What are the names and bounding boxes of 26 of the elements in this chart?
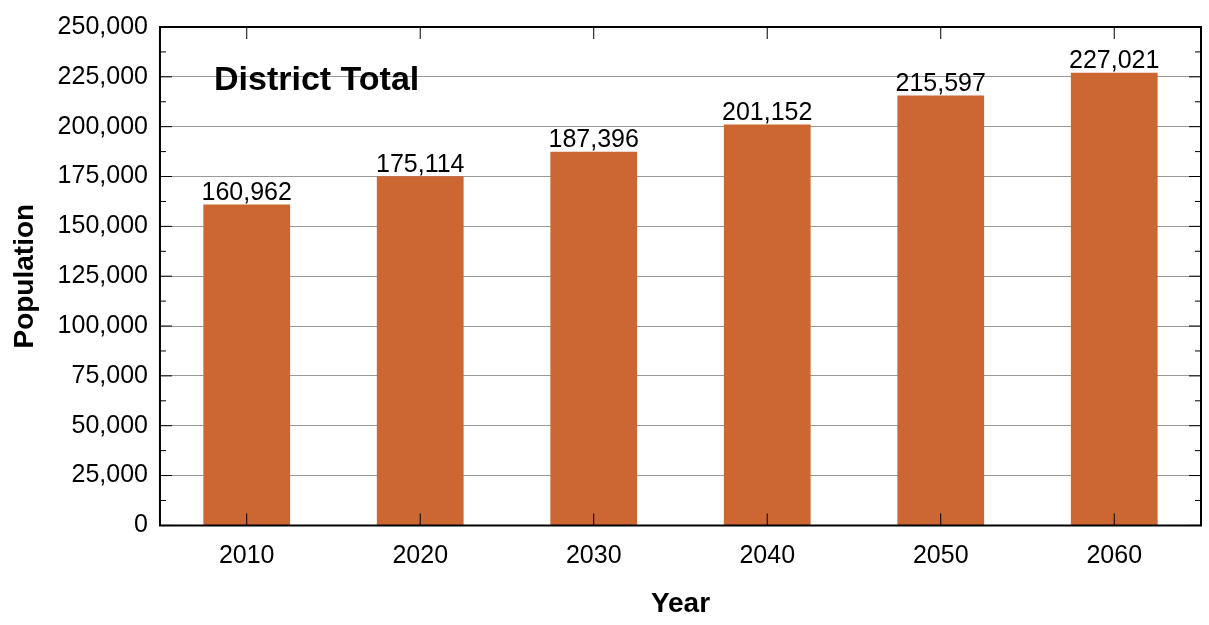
y-tick-label: 150,000: [57, 210, 148, 239]
x-tick-label: 2030: [565, 540, 622, 569]
y-tick-label: 225,000: [57, 60, 148, 89]
y-tick-label: 200,000: [57, 110, 148, 139]
data-label: 187,396: [548, 124, 639, 153]
data-label: 227,021: [1069, 45, 1160, 74]
x-tick-label: 2050: [912, 540, 969, 569]
x-tick-label: 2010: [218, 540, 275, 569]
y-axis-title: Population: [7, 203, 39, 349]
data-label: 215,597: [895, 67, 986, 96]
data-label: 175,114: [375, 148, 465, 177]
text: District Total: [213, 59, 420, 98]
y-tick-label: 100,000: [57, 309, 148, 338]
x-tick-label: 2060: [1086, 540, 1143, 569]
y-tick-label: 125,000: [57, 260, 148, 289]
y-tick-label: 50,000: [71, 409, 148, 438]
x-axis-title: Year: [650, 586, 711, 618]
x-tick-label: 2040: [739, 540, 796, 569]
y-tick-label: 0: [134, 509, 148, 538]
y-tick-label: 175,000: [57, 160, 148, 189]
data-label: 201,152: [722, 96, 813, 125]
y-tick-label: 75,000: [71, 359, 148, 388]
x-tick-label: 2020: [392, 540, 449, 569]
y-tick-label: 25,000: [71, 459, 148, 488]
y-tick-label: 250,000: [57, 10, 148, 39]
data-label: 160,962: [201, 176, 292, 205]
